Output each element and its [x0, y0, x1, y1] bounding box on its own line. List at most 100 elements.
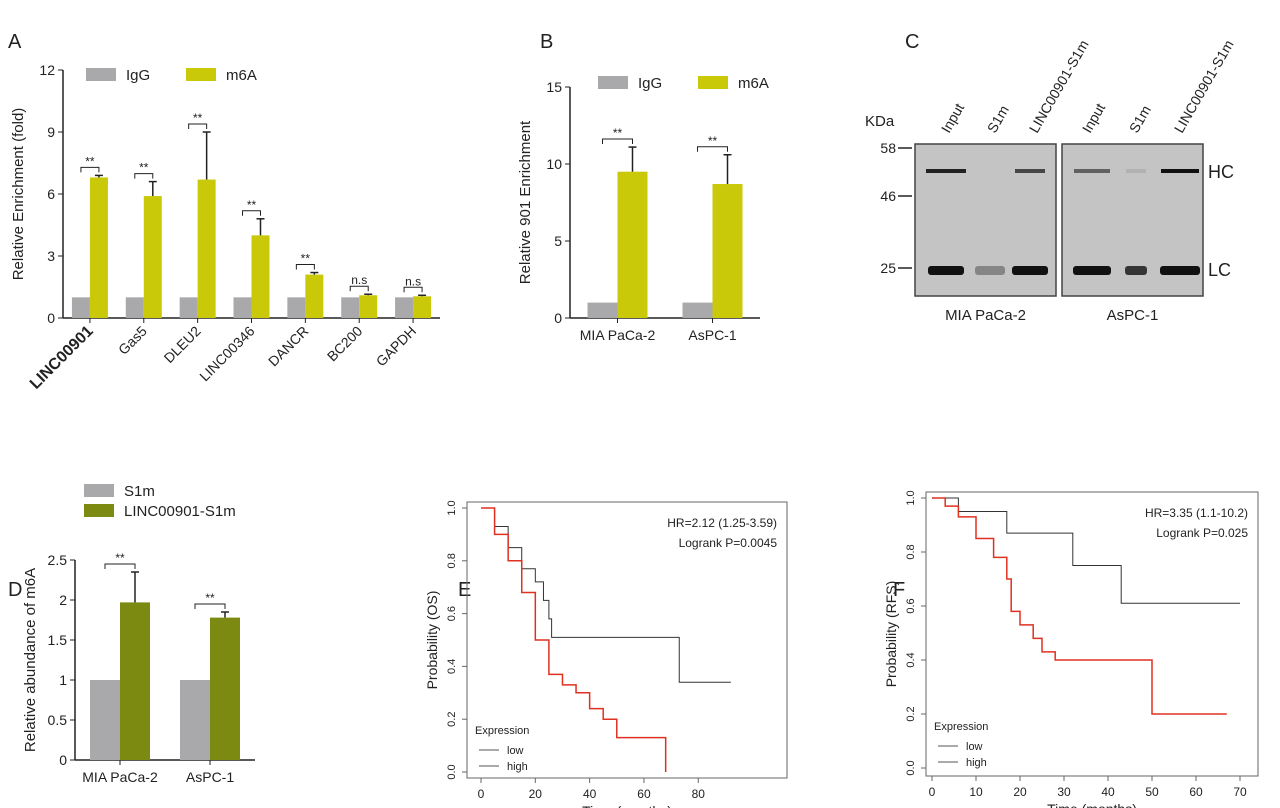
y-tick-label: 1.0: [905, 490, 917, 505]
y-tick-label: 0.8: [446, 553, 458, 568]
y-tick-label: 0.2: [905, 706, 917, 721]
heavy-chain-band: [1161, 169, 1199, 173]
plot-frame: [925, 491, 1259, 777]
panel-label: D: [8, 579, 22, 601]
x-tick-label: 10: [969, 785, 983, 799]
bar-m6a: [143, 196, 162, 318]
bar-s1m: [180, 680, 210, 760]
bar-igg: [682, 302, 713, 318]
y-tick-label: 5: [554, 233, 562, 249]
significance-bracket: [349, 285, 369, 292]
legend-title: Expression: [475, 725, 529, 737]
y-tick-label: 0.2: [446, 712, 458, 727]
lane-label: LINC00901-S1m: [1171, 37, 1237, 135]
x-tick-label: 20: [1013, 785, 1027, 799]
y-tick-label: 0: [59, 752, 67, 768]
x-tick-label: GAPDH: [373, 323, 420, 370]
x-tick-label: Gas5: [115, 323, 150, 358]
x-tick-label: LINC00901: [27, 323, 97, 393]
y-tick-label: 9: [47, 124, 55, 140]
annotation-text: HR=2.12 (1.25-3.59): [667, 516, 777, 530]
y-tick-label: 0: [47, 310, 55, 326]
bar-m6a: [413, 296, 432, 318]
significance-label: **: [301, 252, 311, 266]
cell-line-label: MIA PaCa-2: [945, 307, 1026, 324]
band-label-lc: LC: [1208, 260, 1231, 280]
y-tick-label: 1.0: [446, 500, 458, 515]
light-chain-band: [975, 266, 1005, 275]
x-tick-label: 0: [478, 787, 485, 801]
km-curve-high: [481, 507, 667, 772]
legend-swatch: [84, 484, 114, 497]
y-tick-label: 10: [546, 156, 562, 172]
bar-m6a: [89, 177, 108, 318]
bar-linc00901-s1m: [120, 602, 150, 760]
y-axis-label: Probability (RFS): [883, 581, 899, 688]
legend-swatch: [698, 76, 728, 89]
x-tick-label: DANCR: [265, 323, 312, 370]
legend-label: m6A: [226, 67, 257, 84]
cell-line-label: AsPC-1: [1107, 307, 1159, 324]
significance-bracket: [194, 603, 226, 609]
panel-label: E: [458, 579, 471, 601]
significance-label: n.s: [351, 273, 367, 287]
x-tick-label: AsPC-1: [688, 327, 736, 343]
panel-label: A: [8, 31, 22, 53]
y-tick-label: 3: [47, 248, 55, 264]
significance-label: **: [708, 134, 718, 148]
legend-swatch: [86, 68, 116, 81]
bar-s1m: [90, 680, 120, 760]
bar-igg: [233, 297, 252, 318]
y-tick-label: 1: [59, 672, 67, 688]
significance-bracket: [104, 563, 136, 569]
annotation-text: Logrank P=0.0045: [679, 536, 778, 550]
x-tick-label: 40: [583, 787, 597, 801]
x-tick-label: 80: [692, 787, 706, 801]
x-tick-label: 50: [1145, 785, 1159, 799]
legend-label: IgG: [638, 75, 662, 92]
significance-bracket: [188, 123, 208, 129]
x-tick-label: 40: [1101, 785, 1115, 799]
legend-label: LINC00901-S1m: [124, 503, 236, 520]
legend-label: IgG: [126, 67, 150, 84]
bar-igg: [341, 297, 360, 318]
y-axis-label: Probability (OS): [424, 591, 440, 690]
x-tick-label: LINC00346: [196, 323, 258, 385]
significance-bracket: [602, 138, 633, 145]
panel-label: F: [893, 579, 905, 601]
bar-igg: [125, 297, 144, 318]
significance-bracket: [295, 264, 315, 270]
y-tick-label: 12: [39, 62, 55, 78]
light-chain-band: [928, 266, 964, 275]
light-chain-band: [1012, 266, 1048, 275]
lane-label: S1m: [1126, 103, 1154, 136]
panel-label: B: [540, 31, 553, 53]
y-tick-label: 0.0: [905, 760, 917, 775]
x-tick-label: MIA PaCa-2: [580, 327, 656, 343]
y-tick-label: 6: [47, 186, 55, 202]
significance-label: **: [193, 111, 203, 125]
bar-m6a: [197, 179, 216, 318]
y-tick-label: 0.6: [446, 606, 458, 621]
x-tick-label: DLEU2: [161, 323, 204, 366]
y-tick-label: 0.4: [905, 652, 917, 667]
bar-m6a: [359, 295, 378, 318]
legend-label: high: [966, 757, 987, 769]
significance-label: **: [247, 198, 257, 212]
bar-m6a: [617, 171, 648, 318]
plot-frame: [466, 501, 788, 779]
y-axis-label: Relative Enrichment (fold): [10, 108, 27, 281]
bar-igg: [287, 297, 306, 318]
bar-igg: [587, 302, 618, 318]
x-tick-label: MIA PaCa-2: [82, 769, 158, 785]
y-tick-label: 0.6: [905, 598, 917, 613]
marker-label: 46: [880, 188, 896, 204]
significance-bracket: [242, 210, 261, 216]
band-label-hc: HC: [1208, 162, 1234, 182]
bar-igg: [71, 297, 90, 318]
significance-bracket: [697, 146, 728, 152]
lane-label: Input: [938, 100, 967, 135]
y-tick-label: 0.0: [446, 764, 458, 779]
y-tick-label: 0.8: [905, 544, 917, 559]
significance-bracket: [80, 166, 100, 173]
